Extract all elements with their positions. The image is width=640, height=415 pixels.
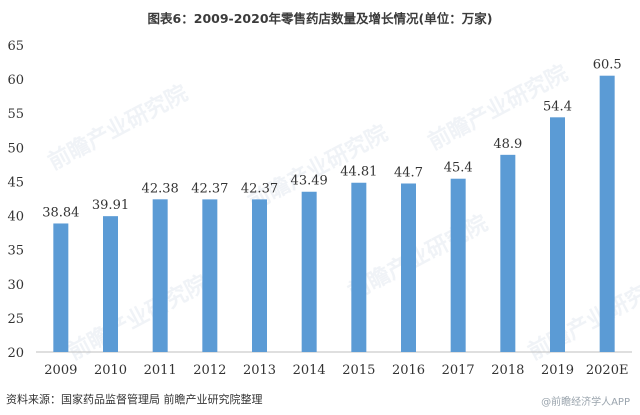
chart-title: 图表6：2009-2020年零售药店数量及增长情况(单位：万家) [147, 11, 493, 26]
bar [103, 216, 118, 352]
y-tick-label: 40 [7, 210, 24, 225]
bar [252, 199, 267, 352]
bar [550, 117, 565, 352]
x-tick-label: 2015 [342, 363, 375, 378]
x-tick-label: 2014 [293, 363, 326, 378]
y-tick-label: 50 [7, 141, 24, 156]
y-tick-label: 25 [7, 312, 24, 327]
credit-watermark: @前瞻经济学人APP [541, 397, 630, 408]
y-tick-label: 60 [7, 73, 24, 88]
x-tick-label: 2018 [491, 363, 524, 378]
bar [401, 183, 416, 352]
bar [301, 191, 317, 352]
x-tick-label: 2009 [44, 363, 77, 378]
y-tick-label: 20 [7, 346, 24, 361]
bar [599, 75, 615, 352]
data-label: 43.49 [291, 174, 328, 189]
x-tick-label: 2017 [442, 363, 475, 378]
bar [152, 199, 168, 352]
y-tick-label: 35 [7, 244, 24, 259]
data-label: 60.5 [593, 58, 622, 73]
data-label: 38.84 [42, 205, 79, 220]
y-tick-label: 65 [7, 39, 24, 54]
data-label: 45.4 [444, 161, 473, 176]
bar [202, 199, 218, 352]
x-tick-label: 2016 [392, 363, 425, 378]
y-tick-label: 45 [7, 175, 24, 190]
data-label: 42.37 [241, 181, 278, 196]
bar [351, 182, 367, 352]
data-label: 48.9 [493, 137, 522, 152]
bar [53, 223, 69, 352]
data-label: 39.91 [92, 198, 129, 213]
data-label: 42.37 [191, 181, 228, 196]
data-label: 44.81 [340, 165, 377, 180]
x-tick-label: 2013 [243, 363, 276, 378]
bar [450, 178, 466, 352]
y-tick-label: 55 [7, 107, 24, 122]
data-label: 42.38 [142, 181, 179, 196]
x-tick-label: 2020E [586, 363, 629, 378]
x-tick-label: 2011 [144, 363, 177, 378]
bar [500, 154, 516, 352]
x-tick-label: 2012 [193, 363, 226, 378]
x-tick-label: 2010 [94, 363, 127, 378]
source-note: 资料来源：国家药品监督管理局 前瞻产业研究院整理 [6, 393, 263, 406]
x-tick-label: 2019 [541, 363, 574, 378]
data-label: 54.4 [543, 99, 572, 114]
data-label: 44.7 [394, 165, 423, 180]
y-tick-label: 30 [7, 278, 24, 293]
